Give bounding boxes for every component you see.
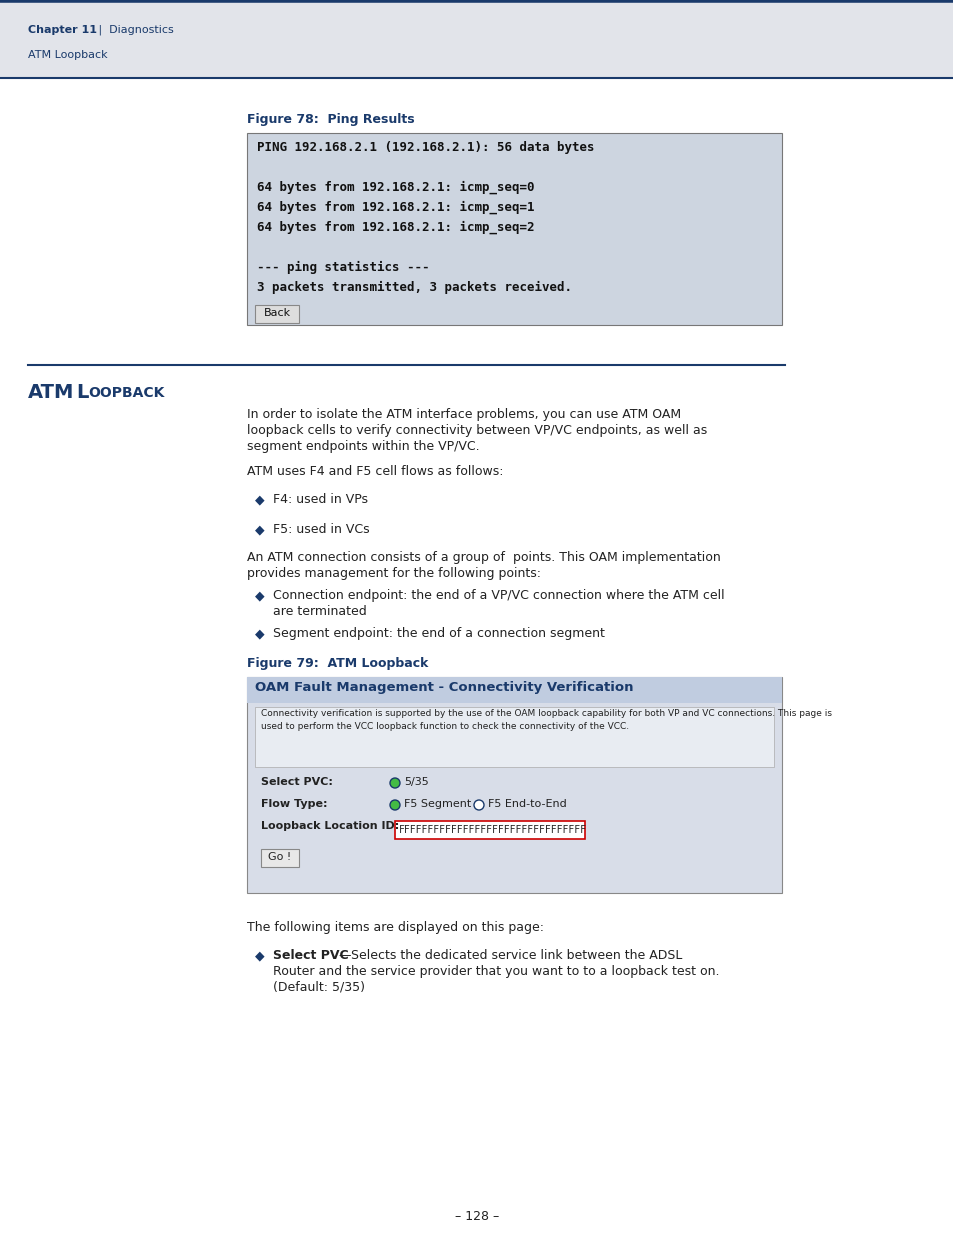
Text: Segment endpoint: the end of a connection segment: Segment endpoint: the end of a connectio… bbox=[273, 627, 604, 640]
Text: ◆: ◆ bbox=[254, 627, 264, 640]
Text: ◆: ◆ bbox=[254, 948, 264, 962]
Text: ATM uses F4 and F5 cell flows as follows:: ATM uses F4 and F5 cell flows as follows… bbox=[247, 466, 503, 478]
Text: ◆: ◆ bbox=[254, 589, 264, 601]
Text: Chapter 11: Chapter 11 bbox=[28, 25, 97, 35]
Text: OOPBACK: OOPBACK bbox=[88, 387, 164, 400]
Text: L: L bbox=[76, 383, 89, 403]
Text: ATM: ATM bbox=[28, 383, 74, 403]
Text: In order to isolate the ATM interface problems, you can use ATM OAM: In order to isolate the ATM interface pr… bbox=[247, 408, 680, 421]
Text: |  Diagnostics: | Diagnostics bbox=[95, 25, 173, 36]
Bar bbox=[247, 677, 781, 703]
Text: F5 End-to-End: F5 End-to-End bbox=[488, 799, 566, 809]
Text: PING 192.168.2.1 (192.168.2.1): 56 data bytes: PING 192.168.2.1 (192.168.2.1): 56 data … bbox=[256, 141, 594, 154]
Text: 64 bytes from 192.168.2.1: icmp_seq=0: 64 bytes from 192.168.2.1: icmp_seq=0 bbox=[256, 182, 534, 194]
Bar bbox=[0, 0, 953, 78]
Bar bbox=[247, 133, 781, 325]
Circle shape bbox=[474, 800, 483, 810]
Text: ◆: ◆ bbox=[254, 493, 264, 506]
Text: The following items are displayed on this page:: The following items are displayed on thi… bbox=[247, 921, 543, 934]
Text: Connectivity verification is supported by the use of the OAM loopback capability: Connectivity verification is supported b… bbox=[261, 709, 831, 718]
Text: Selects the dedicated service link between the ADSL: Selects the dedicated service link betwe… bbox=[351, 948, 681, 962]
Bar bbox=[254, 305, 298, 324]
Text: 3 packets transmitted, 3 packets received.: 3 packets transmitted, 3 packets receive… bbox=[256, 282, 572, 294]
Text: (Default: 5/35): (Default: 5/35) bbox=[273, 981, 365, 994]
Bar bbox=[254, 706, 773, 767]
Circle shape bbox=[390, 778, 399, 788]
Text: segment endpoints within the VP/VC.: segment endpoints within the VP/VC. bbox=[247, 440, 479, 453]
Bar bbox=[247, 677, 781, 893]
Text: ATM Loopback: ATM Loopback bbox=[28, 49, 108, 61]
Text: —: — bbox=[335, 948, 355, 962]
Text: F4: used in VPs: F4: used in VPs bbox=[273, 493, 368, 506]
Text: Select PVC:: Select PVC: bbox=[261, 777, 333, 787]
Text: ◆: ◆ bbox=[254, 522, 264, 536]
Text: Go !: Go ! bbox=[268, 852, 292, 862]
Text: 5/35: 5/35 bbox=[403, 777, 428, 787]
Text: --- ping statistics ---: --- ping statistics --- bbox=[256, 261, 429, 274]
Text: provides management for the following points:: provides management for the following po… bbox=[247, 567, 540, 580]
Bar bbox=[395, 821, 584, 839]
Text: Connection endpoint: the end of a VP/VC connection where the ATM cell: Connection endpoint: the end of a VP/VC … bbox=[273, 589, 724, 601]
Text: – 128 –: – 128 – bbox=[455, 1210, 498, 1224]
Text: Loopback Location ID:: Loopback Location ID: bbox=[261, 821, 399, 831]
Text: Figure 79:  ATM Loopback: Figure 79: ATM Loopback bbox=[247, 657, 428, 671]
Text: Router and the service provider that you want to to a loopback test on.: Router and the service provider that you… bbox=[273, 965, 719, 978]
Text: are terminated: are terminated bbox=[273, 605, 366, 618]
Text: Flow Type:: Flow Type: bbox=[261, 799, 327, 809]
Text: Back: Back bbox=[263, 308, 291, 317]
Bar bbox=[261, 848, 298, 867]
Text: 64 bytes from 192.168.2.1: icmp_seq=2: 64 bytes from 192.168.2.1: icmp_seq=2 bbox=[256, 221, 534, 235]
Text: used to perform the VCC loopback function to check the connectivity of the VCC.: used to perform the VCC loopback functio… bbox=[261, 722, 628, 731]
Circle shape bbox=[390, 800, 399, 810]
Text: 64 bytes from 192.168.2.1: icmp_seq=1: 64 bytes from 192.168.2.1: icmp_seq=1 bbox=[256, 201, 534, 215]
Text: F5 Segment: F5 Segment bbox=[403, 799, 471, 809]
Text: loopback cells to verify connectivity between VP/VC endpoints, as well as: loopback cells to verify connectivity be… bbox=[247, 424, 706, 437]
Text: Figure 78:  Ping Results: Figure 78: Ping Results bbox=[247, 112, 415, 126]
Text: Select PVC: Select PVC bbox=[273, 948, 348, 962]
Text: FFFFFFFFFFFFFFFFFFFFFFFFFFFFFFFF: FFFFFFFFFFFFFFFFFFFFFFFFFFFFFFFF bbox=[398, 825, 586, 835]
Text: OAM Fault Management - Connectivity Verification: OAM Fault Management - Connectivity Veri… bbox=[254, 680, 633, 694]
Text: F5: used in VCs: F5: used in VCs bbox=[273, 522, 369, 536]
Text: An ATM connection consists of a group of  points. This OAM implementation: An ATM connection consists of a group of… bbox=[247, 551, 720, 564]
